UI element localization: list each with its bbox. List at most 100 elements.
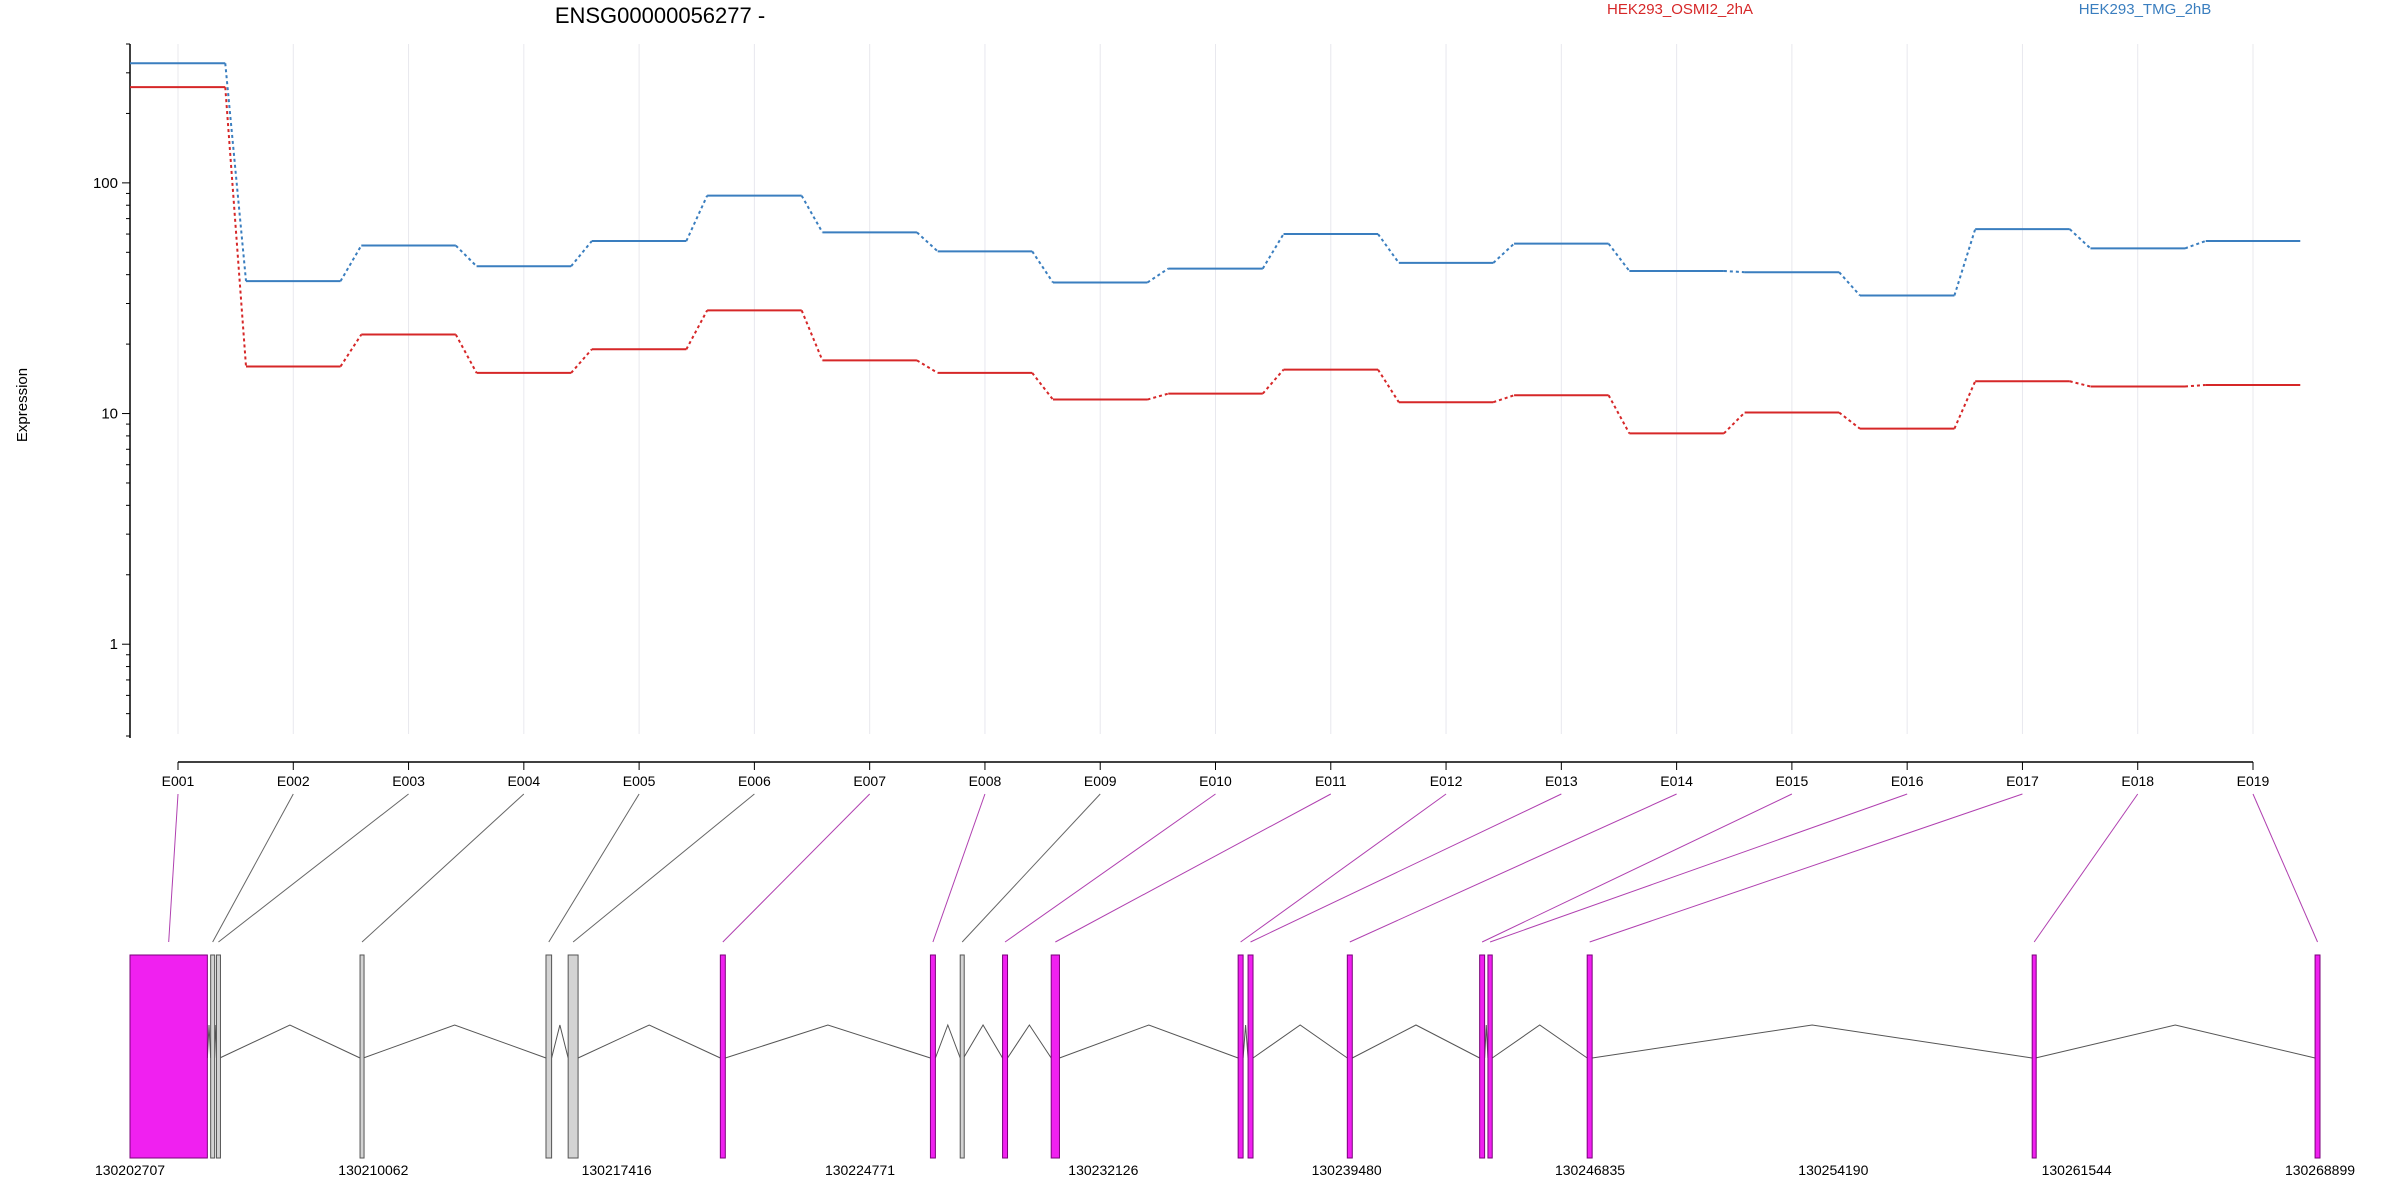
series-2-connector: [1031, 250, 1054, 284]
series-1-connector: [339, 334, 363, 368]
series-2-connector: [1607, 243, 1631, 272]
intron: [1352, 1024, 1480, 1059]
x-tick-label-E012: E012: [1430, 773, 1463, 789]
x-tick-label-E018: E018: [2121, 773, 2154, 789]
series-1-connector: [685, 309, 709, 350]
exon-E017: [1586, 954, 1593, 1159]
exon-E009: [959, 954, 965, 1159]
intron: [2035, 1024, 2316, 1059]
connector-E007: [722, 793, 871, 943]
series-2-connector: [2069, 228, 2092, 250]
connector-E001: [168, 793, 179, 943]
connector-E016: [1489, 793, 1908, 943]
intron: [1484, 1024, 1489, 1059]
series-1-connector: [1953, 380, 1977, 430]
y-tick-label: 1: [110, 636, 118, 653]
connector-E015: [1481, 793, 1793, 943]
intron: [1592, 1024, 2033, 1059]
series-1-connector: [1262, 368, 1285, 395]
x-tick-label-E019: E019: [2237, 773, 2270, 789]
series-1-connector: [800, 310, 824, 361]
series-1-connector: [454, 334, 478, 374]
x-axis: E001 E002 E003 E004 E005 E006 E007 E008 E009 E010…: [162, 761, 2270, 789]
intron: [1059, 1024, 1239, 1059]
exon-E018: [2031, 954, 2037, 1159]
series-2-connector: [1377, 233, 1400, 264]
series-1-connector: [1838, 411, 1861, 430]
series-2-connector: [916, 231, 939, 253]
intron: [551, 1024, 569, 1059]
coordinate-label: 130261544: [2042, 1162, 2112, 1178]
connector-E017: [1589, 793, 2023, 943]
intron: [1007, 1024, 1052, 1059]
connector-E011: [1055, 793, 1332, 943]
x-tick-label-E009: E009: [1084, 773, 1117, 789]
intron: [934, 1023, 961, 1059]
exon-E007: [719, 954, 726, 1159]
coordinate-label: 130210062: [338, 1162, 408, 1178]
series-2-connector: [455, 244, 478, 267]
intron: [963, 1024, 1003, 1059]
vertical-grid: [177, 44, 2254, 734]
connector-E009: [961, 793, 1101, 943]
intron: [363, 1024, 547, 1059]
series-1-connector: [1377, 369, 1400, 403]
legend-item-1: HEK293_OSMI2_2hA: [1607, 1, 1753, 18]
series-2-connector: [224, 63, 248, 282]
connector-E012: [1240, 793, 1447, 943]
y-tick-label: 10: [101, 406, 118, 423]
intron: [219, 1024, 361, 1059]
x-tick-label-E014: E014: [1660, 773, 1693, 789]
exon-E006: [567, 954, 579, 1159]
series-2-connector: [1261, 233, 1285, 270]
series-2-connector: [570, 240, 593, 267]
series-lines: [130, 62, 2301, 435]
exon-E002: [210, 954, 216, 1159]
legend: HEK293_OSMI2_2hA HEK293_TMG_2hB: [1607, 1, 2211, 18]
x-tick-label-E011: E011: [1315, 773, 1347, 789]
series-2-connector: [1953, 228, 1977, 296]
exon-E016: [1487, 954, 1493, 1159]
coordinate-label: 130232126: [1068, 1162, 1138, 1178]
connector-E019: [2252, 793, 2318, 943]
chart-title: ENSG00000056277 -: [555, 3, 765, 28]
exon-E001: [129, 954, 208, 1159]
exon-E010: [1002, 954, 1009, 1159]
coordinate-label: 130202707: [95, 1162, 165, 1178]
series-2: [130, 62, 2301, 297]
series-2-connector: [1723, 269, 1745, 274]
exon-E019: [2314, 954, 2321, 1159]
exon-E008: [929, 954, 936, 1159]
series-1: [130, 86, 2301, 435]
x-tick-label-E001: E001: [162, 773, 195, 789]
intron: [725, 1024, 931, 1059]
series-1-connector: [1147, 392, 1169, 401]
series-1-connector: [1493, 394, 1515, 404]
x-tick-label-E002: E002: [277, 773, 310, 789]
x-tick-label-E008: E008: [969, 773, 1002, 789]
series-2-connector: [685, 195, 709, 242]
coordinate-label: 130217416: [582, 1162, 652, 1178]
x-tick-label-E013: E013: [1545, 773, 1578, 789]
legend-item-2: HEK293_TMG_2hB: [2079, 1, 2212, 18]
exon-E011: [1050, 954, 1060, 1159]
connector-E018: [2033, 793, 2139, 943]
exon-E013: [1247, 954, 1254, 1159]
exon-E004: [359, 954, 365, 1159]
series-2-connector: [2184, 240, 2207, 250]
y-tick-label: 100: [93, 175, 118, 192]
x-tick-label-E015: E015: [1776, 773, 1809, 789]
x-tick-label-E006: E006: [738, 773, 771, 789]
coordinate-label: 130224771: [825, 1162, 895, 1178]
series-2-connector: [1492, 242, 1515, 264]
connector-E014: [1349, 793, 1677, 943]
intron: [1491, 1024, 1588, 1059]
series-1-connector: [1031, 372, 1054, 401]
series-2-connector: [800, 195, 824, 233]
exon-E005: [545, 954, 553, 1159]
series-1-connector: [1607, 394, 1631, 434]
exon-E003: [215, 954, 221, 1159]
connector-E008: [932, 793, 986, 943]
series-1-connector: [570, 348, 593, 374]
